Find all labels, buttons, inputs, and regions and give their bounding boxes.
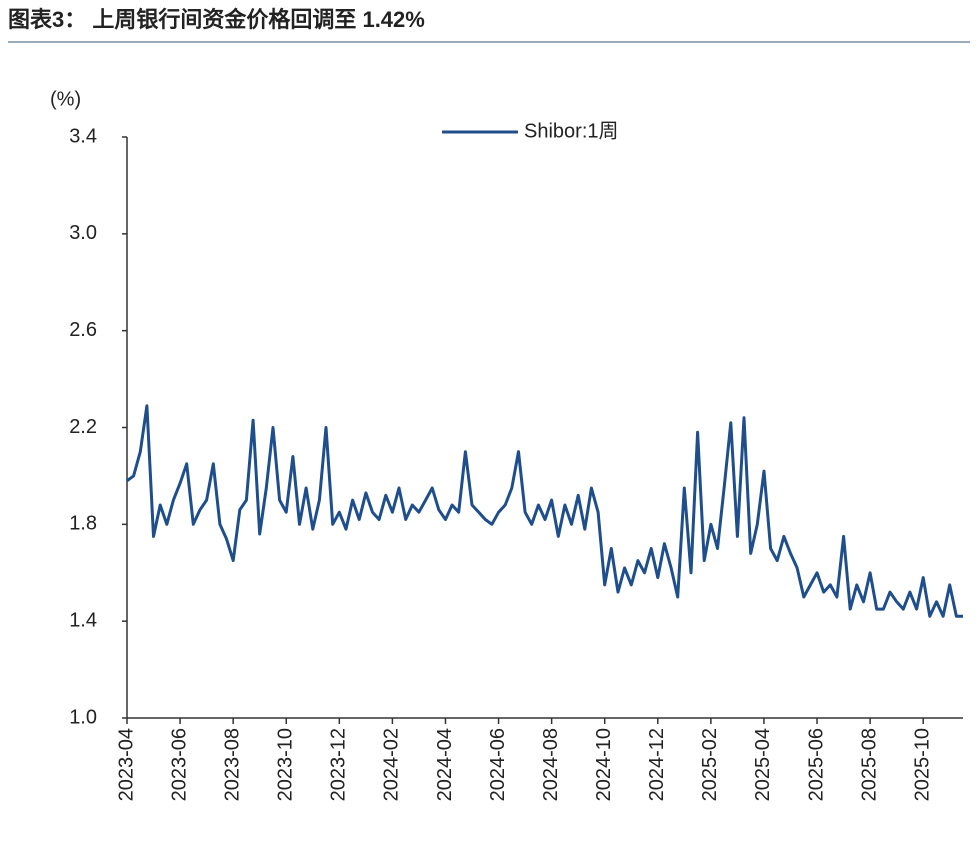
x-tick-label: 2024-10 xyxy=(593,728,615,801)
y-tick-label: 1.4 xyxy=(69,609,97,631)
y-tick-label: 3.0 xyxy=(69,222,97,244)
x-tick-label: 2025-08 xyxy=(858,728,880,801)
y-tick-label: 2.6 xyxy=(69,319,97,341)
x-tick-label: 2025-04 xyxy=(752,728,774,801)
y-tick-label: 1.0 xyxy=(69,706,97,728)
x-tick-label: 2024-06 xyxy=(487,728,509,801)
y-axis-label: (%) xyxy=(50,88,81,110)
x-tick-label: 2024-08 xyxy=(540,728,562,801)
x-tick-label: 2023-04 xyxy=(115,728,137,801)
x-tick-label: 2025-02 xyxy=(699,728,721,801)
y-tick-label: 2.2 xyxy=(69,416,97,438)
x-tick-label: 2023-12 xyxy=(328,728,350,801)
x-tick-label: 2025-10 xyxy=(911,728,933,801)
y-tick-label: 1.8 xyxy=(69,513,97,535)
y-tick-label: 3.4 xyxy=(69,125,97,147)
x-tick-label: 2024-02 xyxy=(381,728,403,801)
x-tick-label: 2023-08 xyxy=(221,728,243,801)
x-tick-label: 2024-12 xyxy=(646,728,668,801)
x-tick-label: 2025-06 xyxy=(805,728,827,801)
x-tick-label: 2023-06 xyxy=(168,728,190,801)
legend-label: Shibor:1周 xyxy=(524,120,619,142)
x-tick-label: 2024-04 xyxy=(434,728,456,801)
chart-title: 图表3： 上周银行间资金价格回调至 1.42% xyxy=(8,7,425,32)
line-series xyxy=(126,404,963,618)
x-tick-label: 2023-10 xyxy=(275,728,297,801)
